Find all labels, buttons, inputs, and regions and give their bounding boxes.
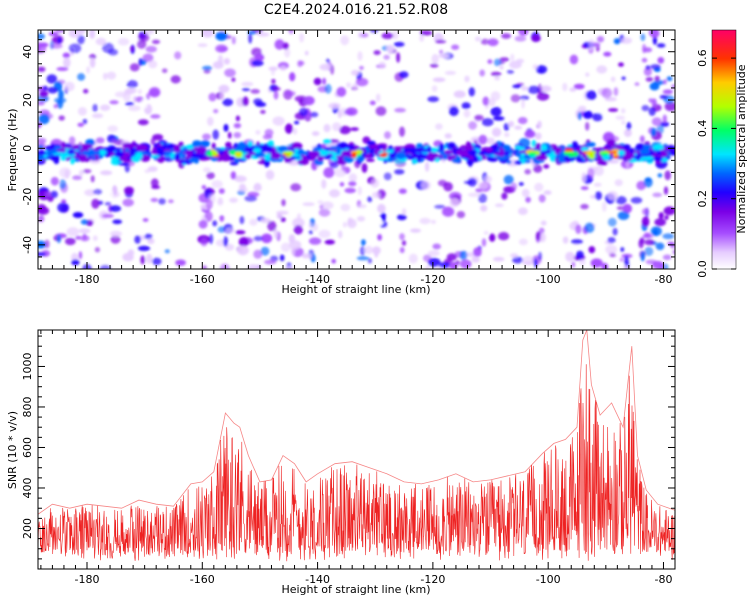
spectrogram-y-tick-label: 40 <box>21 45 34 59</box>
snr-series <box>38 330 675 562</box>
snr-x-tick-label: -80 <box>654 573 672 586</box>
colorbar-tick-label: 0.6 <box>696 49 709 67</box>
spectrogram-panel: -180 -160 -140 -120 -100 -80 -40 -20 0 20 40 Heigh… <box>6 29 676 296</box>
snr-peak-envelope <box>38 330 675 515</box>
snr-x-tick-label: -180 <box>75 573 100 586</box>
spectrogram-y-tick-label: 0 <box>21 145 34 152</box>
spectrogram-heatmap <box>38 30 675 269</box>
snr-x-tick-label: -160 <box>190 573 215 586</box>
snr-panel: -180 -160 -140 -120 -100 -802004006008001000 … <box>6 329 676 596</box>
spectrogram-x-axis-label: Height of straight line (km) <box>281 283 430 296</box>
spectrogram-x-tick-label: -100 <box>536 273 561 286</box>
snr-y-tick-label: 600 <box>21 437 34 458</box>
colorbar-tick-label: 0.2 <box>696 190 709 208</box>
chart-title: C2E4.2024.016.21.52.R08 <box>264 2 448 18</box>
snr-y-tick-label: 400 <box>21 477 34 498</box>
spectrogram-x-tick-label: -160 <box>190 273 215 286</box>
spectrogram-x-tick-label: -180 <box>75 273 100 286</box>
colorbar-tick-label: 0.4 <box>696 120 709 138</box>
spectrogram-x-tick-label: -140 <box>305 273 330 286</box>
colorbar-label: Normalized spectral amplitude <box>735 64 748 233</box>
snr-axes: -180 -160 -140 -120 -100 -80 200 400 600 800 1000 <box>21 330 676 586</box>
spectrogram-x-tick-label: -120 <box>420 273 445 286</box>
snr-y-tick-label: 200 <box>21 518 34 539</box>
spectrogram-y-tick-label: 20 <box>21 93 34 107</box>
snr-x-tick-label: -100 <box>536 573 561 586</box>
colorbar: 0.0 0.2 0.4 0.6 Normalized spectral amplitu… <box>696 29 748 278</box>
snr-x-axis-label: Height of straight line (km) <box>281 583 430 596</box>
colorbar-ticks: 0.0 0.2 0.4 0.6 <box>696 29 737 278</box>
snr-y-tick-label: 1000 <box>21 352 34 380</box>
snr-y-axis-label: SNR (10 * v/v) <box>6 411 19 489</box>
spectrogram-y-axis-label: Frequency (Hz) <box>6 109 19 192</box>
colorbar-gradient <box>712 30 736 269</box>
snr-frame <box>37 329 676 570</box>
snr-x-tick-label: -140 <box>305 573 330 586</box>
spectrogram-y-tick-label: -20 <box>21 188 34 206</box>
snr-y-tick-label: 800 <box>21 396 34 417</box>
snr-noise-trace <box>38 364 675 562</box>
spectrogram-frame <box>37 29 676 270</box>
colorbar-frame <box>711 29 737 270</box>
colorbar-tick-label: 0.0 <box>696 260 709 278</box>
snr-x-tick-label: -120 <box>420 573 445 586</box>
spectrogram-y-tick-label: -40 <box>21 236 34 254</box>
spectrogram-axes: -180 -160 -140 -120 -100 -80 -40 -20 0 20 40 <box>21 30 676 286</box>
spectrogram-x-tick-label: -80 <box>654 273 672 286</box>
